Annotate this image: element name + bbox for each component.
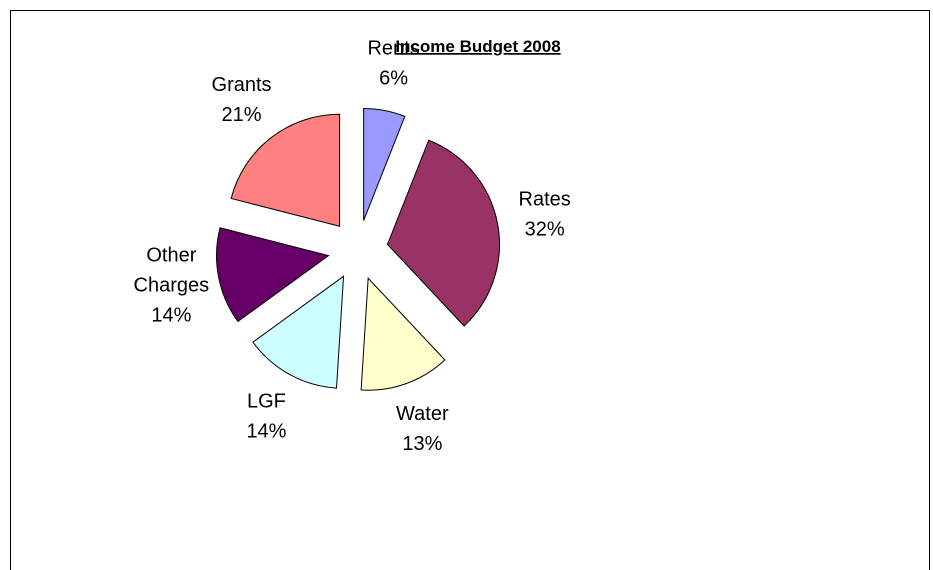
pie-slice-other-charges: [216, 227, 330, 323]
pie-slice-rates: [386, 139, 500, 327]
pie-slice-lgf: [252, 275, 345, 389]
slice-percent: 14%: [246, 420, 286, 442]
slice-percent: 14%: [151, 305, 191, 327]
slice-percent: 13%: [402, 433, 442, 455]
chart-frame: [10, 10, 930, 570]
slice-category: LGF: [247, 390, 286, 412]
slice-category: Other: [146, 245, 196, 267]
slice-label-rents: Rents 6%: [367, 37, 419, 89]
slice-category: Charges: [134, 275, 210, 297]
slice-category: Rents: [367, 37, 419, 59]
slice-percent: 32%: [525, 218, 565, 240]
pie-slices: [216, 108, 500, 391]
slice-label-rates: Rates 32%: [519, 188, 571, 240]
pie-slice-grants: [230, 113, 341, 227]
slice-label-water: Water 13%: [396, 403, 449, 455]
slice-percent: 21%: [222, 104, 262, 126]
slice-category: Grants: [212, 74, 272, 96]
slice-label-grants: Grants 21%: [212, 74, 272, 126]
slice-category: Water: [396, 403, 449, 425]
pie-slice-rents: [363, 108, 406, 221]
pie-slice-water: [360, 277, 446, 391]
slice-percent: 6%: [379, 67, 408, 89]
slice-category: Rates: [519, 188, 571, 210]
slice-label-other-charges: Other Charges 14%: [134, 245, 210, 327]
chart-title: Income Budget 2008: [395, 37, 560, 56]
slice-label-lgf: LGF 14%: [246, 390, 286, 442]
pie-labels: Rents 6% Rates 32% Water 13% LGF 14% Other Charge…: [134, 37, 571, 454]
